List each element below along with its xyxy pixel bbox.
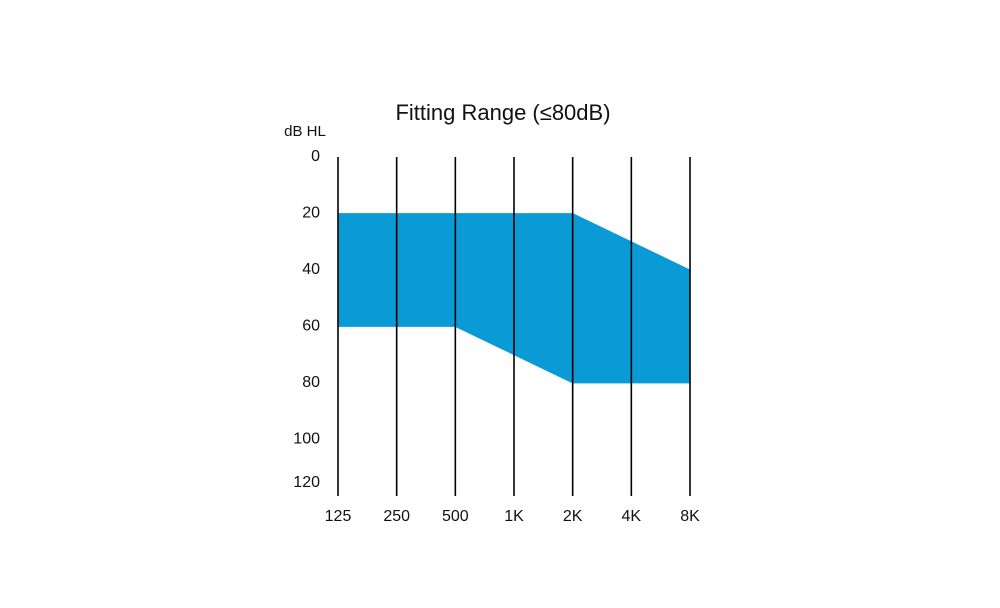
x-tick-label: 1K	[504, 508, 524, 525]
range-area-segment	[513, 213, 574, 384]
grid-layer	[337, 157, 691, 496]
x-tick-label: 4K	[622, 508, 642, 525]
y-tick-label: 120	[293, 474, 320, 491]
y-tick-label: 60	[302, 318, 320, 335]
x-tick-label: 500	[442, 508, 469, 525]
range-area-segment	[337, 213, 398, 327]
range-area-segment	[454, 213, 515, 356]
y-tick-label: 40	[302, 261, 320, 278]
y-tick-label: 20	[302, 205, 320, 222]
range-area-segment	[396, 213, 456, 327]
labels-layer: 0 20 40 60 80 100 120 125 250 500 1K 2K 4K 8K	[293, 148, 700, 525]
x-tick-label: 8K	[680, 508, 700, 525]
y-axis-label: dB HL	[284, 123, 326, 140]
chart-title: Fitting Range (≤80dB)	[395, 100, 610, 125]
area-layer	[337, 212, 691, 384]
y-tick-label: 80	[302, 374, 320, 391]
range-area-segment	[630, 241, 691, 384]
x-tick-label: 125	[325, 508, 352, 525]
range-area-segment	[572, 212, 632, 384]
x-tick-label: 250	[383, 508, 410, 525]
x-tick-label: 2K	[563, 508, 583, 525]
y-tick-label: 0	[311, 148, 320, 165]
y-tick-label: 100	[293, 431, 320, 448]
